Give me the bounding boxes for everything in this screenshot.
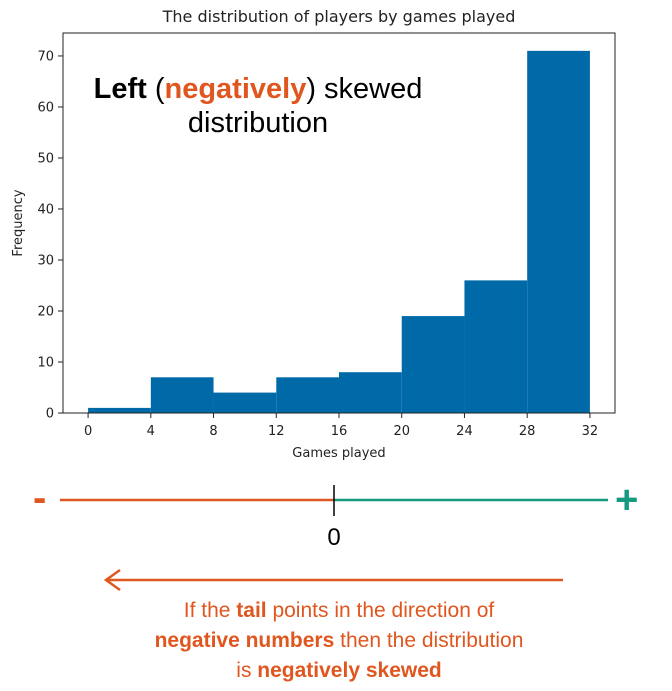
y-tick-label: 20 <box>37 304 54 319</box>
x-tick-label: 20 <box>393 424 410 439</box>
x-axis-label: Games played <box>292 446 385 461</box>
histogram-bar-0 <box>88 407 151 413</box>
histogram-bar-2 <box>213 392 277 413</box>
plus-sign: + <box>615 478 639 522</box>
skewed-word: ) skewed <box>306 73 423 105</box>
left-word: Left <box>93 73 147 105</box>
y-tick-label: 30 <box>37 253 54 268</box>
explanation-text: If the tail points in the direction of n… <box>100 596 578 686</box>
x-tick-label: 4 <box>147 424 155 439</box>
y-axis-label: Frequency <box>11 189 26 256</box>
y-tick-label: 0 <box>46 407 54 422</box>
histogram-bar-1 <box>150 377 214 413</box>
x-tick-label: 16 <box>331 424 348 439</box>
open-paren: ( <box>146 73 165 105</box>
chart-title: The distribution of players by games pla… <box>162 7 516 26</box>
zero-label: 0 <box>327 524 341 551</box>
skew-annotation-line1: Left (negatively) skewed <box>72 72 444 106</box>
x-tick-label: 24 <box>456 424 473 439</box>
tail-word: tail <box>236 599 267 622</box>
y-tick-label: 50 <box>37 151 54 166</box>
x-tick-label: 32 <box>582 424 599 439</box>
histogram-bar-7 <box>527 50 590 413</box>
x-tick-label: 8 <box>209 424 217 439</box>
ticks-layer: 0 4 8 12 16 20 24 28 32 0 10 20 30 40 50 60 70 <box>37 49 598 439</box>
histogram-bar-6 <box>464 280 528 413</box>
explanation-line1: If the tail points in the direction of <box>183 599 495 622</box>
histogram-bar-3 <box>276 377 339 413</box>
y-tick-label: 70 <box>37 49 54 64</box>
x-tick-label: 0 <box>84 424 92 439</box>
tail-arrow-head <box>103 568 121 592</box>
y-tick-label: 40 <box>37 202 54 217</box>
minus-sign: - <box>33 476 47 520</box>
bars-layer <box>88 50 590 413</box>
histogram-bar-5 <box>401 316 465 413</box>
negatively-word: negatively <box>164 73 307 105</box>
explanation-line2: negative numbers then the distribution <box>154 629 524 652</box>
y-tick-label: 10 <box>37 355 54 370</box>
skew-annotation-line2: distribution <box>187 107 329 139</box>
x-tick-label: 28 <box>519 424 536 439</box>
skew-annotation: Left (negatively) skewed distribution <box>72 72 444 140</box>
negatively-skewed-word: negatively skewed <box>257 659 442 682</box>
negative-numbers-word: negative numbers <box>154 629 335 652</box>
histogram-bar-4 <box>339 372 402 413</box>
y-tick-label: 60 <box>37 100 54 115</box>
x-tick-label: 12 <box>268 424 285 439</box>
explanation-line3: is negatively skewed <box>236 659 442 682</box>
